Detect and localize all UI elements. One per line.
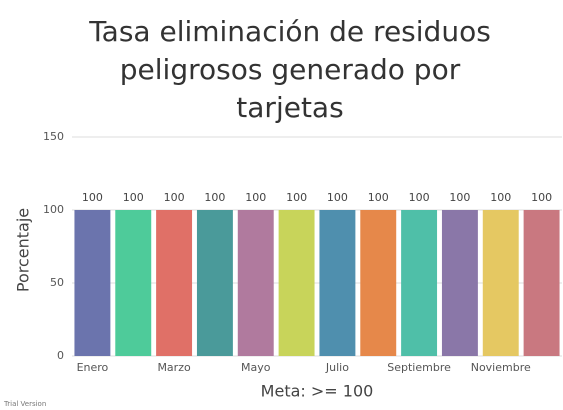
data-label: 100 bbox=[368, 191, 389, 204]
bar bbox=[278, 210, 315, 356]
bar bbox=[441, 210, 478, 356]
data-label: 100 bbox=[164, 191, 185, 204]
chart-title: peligrosos generado por bbox=[120, 53, 461, 86]
x-tick-label: Septiembre bbox=[387, 361, 451, 374]
data-label: 100 bbox=[449, 191, 470, 204]
data-label: 100 bbox=[123, 191, 144, 204]
data-label: 100 bbox=[531, 191, 552, 204]
bar bbox=[115, 210, 152, 356]
data-label: 100 bbox=[245, 191, 266, 204]
y-tick-label: 100 bbox=[43, 203, 64, 216]
data-label: 100 bbox=[327, 191, 348, 204]
bar bbox=[360, 210, 397, 356]
y-axis-label: Porcentaje bbox=[14, 208, 33, 292]
data-label: 100 bbox=[286, 191, 307, 204]
y-tick-label: 150 bbox=[43, 130, 64, 143]
bar bbox=[156, 210, 193, 356]
bar bbox=[196, 210, 233, 356]
x-axis-label: Meta: >= 100 bbox=[261, 382, 374, 401]
bar bbox=[319, 210, 356, 356]
data-label: 100 bbox=[82, 191, 103, 204]
bar bbox=[74, 210, 111, 356]
x-tick-label: Mayo bbox=[241, 361, 271, 374]
data-label: 100 bbox=[490, 191, 511, 204]
x-tick-label: Noviembre bbox=[471, 361, 531, 374]
bar bbox=[237, 210, 274, 356]
chart-title: tarjetas bbox=[236, 91, 343, 124]
bar bbox=[401, 210, 438, 356]
x-tick-label: Enero bbox=[77, 361, 109, 374]
y-tick-label: 50 bbox=[50, 276, 64, 289]
chart-title: Tasa eliminación de residuos bbox=[88, 15, 491, 48]
watermark: Trial Version bbox=[3, 400, 46, 408]
data-label: 100 bbox=[204, 191, 225, 204]
bar bbox=[482, 210, 519, 356]
x-tick-label: Julio bbox=[325, 361, 349, 374]
y-tick-label: 0 bbox=[57, 349, 64, 362]
x-tick-label: Marzo bbox=[157, 361, 191, 374]
data-label: 100 bbox=[409, 191, 430, 204]
bar bbox=[523, 210, 560, 356]
